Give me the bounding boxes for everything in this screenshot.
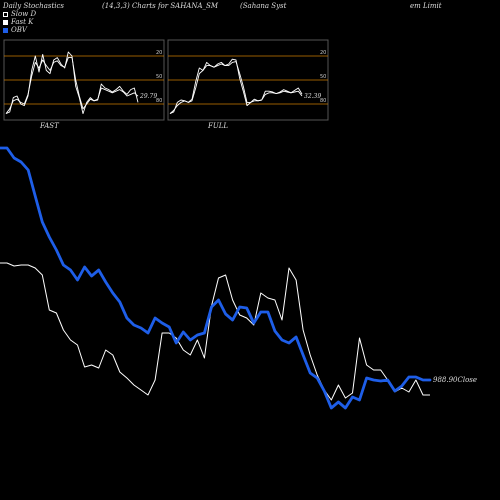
legend: Slow D Fast K OBV [3, 10, 36, 34]
last-value-label: 32.39 [304, 93, 321, 100]
legend-label-fast-k: Fast K [11, 18, 34, 26]
series-line-slow-d [5, 57, 139, 114]
panel-title: FAST [39, 122, 60, 130]
legend-label-slow-d: Slow D [11, 10, 37, 18]
panel-title: FULL [207, 122, 228, 130]
stoch-panel-fast: 80 50 20 29.79 FAST [3, 39, 165, 130]
legend-swatch-slow-d [3, 11, 8, 17]
chart-title-company-b: em Limit [410, 2, 442, 10]
stoch-panel-full: 80 50 20 32.39 FULL [167, 39, 329, 130]
legend-swatch-obv [3, 27, 8, 33]
legend-item-slow-d: Slow D [3, 10, 36, 18]
tick-label: 80 [320, 98, 326, 104]
tick-label: 20 [320, 50, 326, 56]
tick-label: 50 [156, 74, 162, 80]
chart-title-company-a: (Sahana Syst [240, 2, 287, 10]
legend-swatch-fast-k [3, 19, 8, 25]
tick-label: 20 [156, 50, 162, 56]
last-value-label: 29.79 [139, 93, 157, 100]
legend-item-obv: OBV [3, 26, 36, 34]
legend-item-fast-k: Fast K [3, 18, 36, 26]
tick-label: 80 [156, 98, 162, 104]
legend-label-obv: OBV [11, 26, 27, 34]
series-line-price [0, 262, 430, 401]
close-value-label: 988.90Close [433, 376, 477, 384]
chart-title-middle: (14,3,3) Charts for SAHANA_SM [102, 2, 218, 10]
main-plot [0, 146, 432, 410]
series-line-obv [0, 146, 432, 410]
tick-label: 50 [320, 74, 326, 80]
series-line-fast-k [5, 51, 139, 115]
series-line-slow-d [169, 61, 303, 114]
chart-title-left: Daily Stochastics [3, 2, 65, 10]
